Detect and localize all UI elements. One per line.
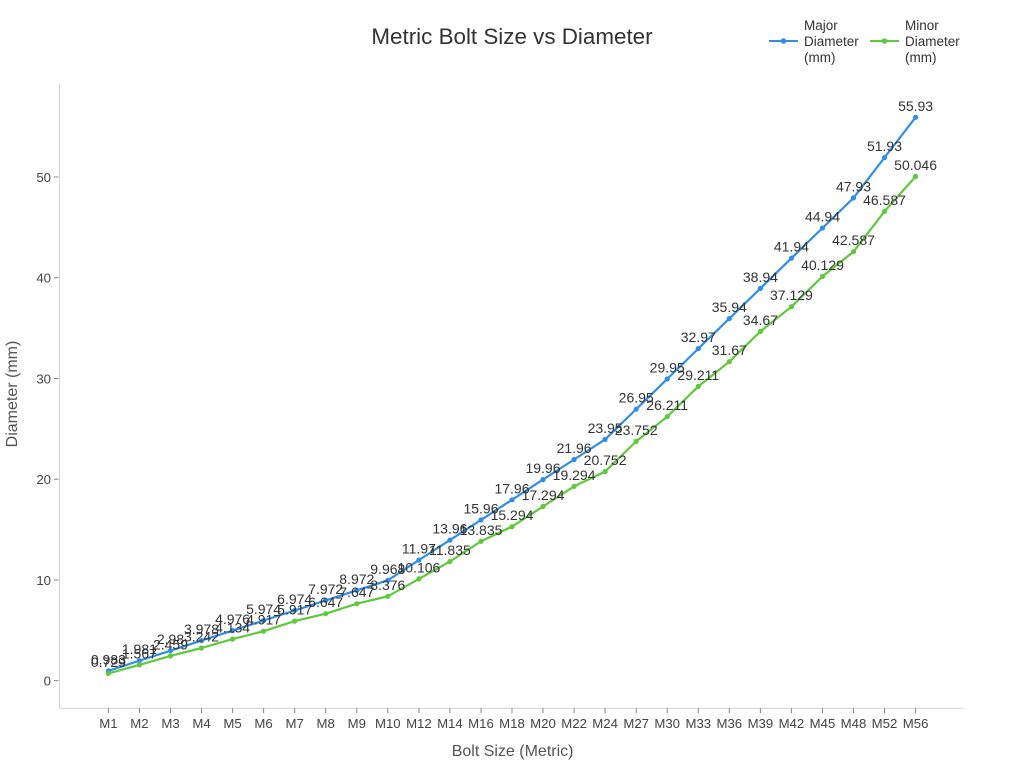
svg-text:8.376: 8.376 [370,577,405,593]
svg-text:2.459: 2.459 [153,636,188,652]
svg-text:11.835: 11.835 [429,542,471,558]
svg-text:23.95: 23.95 [588,420,623,436]
svg-text:19.294: 19.294 [553,467,596,483]
svg-text:29.95: 29.95 [650,360,685,376]
svg-text:51.93: 51.93 [867,138,902,154]
svg-text:10: 10 [36,573,51,588]
svg-text:31.67: 31.67 [712,342,747,358]
svg-text:9.968: 9.968 [370,561,405,577]
svg-text:6.974: 6.974 [277,591,312,607]
svg-text:20.752: 20.752 [584,452,627,468]
svg-text:Minor: Minor [905,18,939,33]
svg-text:M1: M1 [99,716,117,731]
svg-text:35.94: 35.94 [712,299,747,315]
svg-text:M56: M56 [903,716,929,731]
svg-text:M10: M10 [375,716,401,731]
svg-text:Bolt Size (Metric): Bolt Size (Metric) [452,743,574,760]
svg-text:(mm): (mm) [905,50,936,65]
svg-text:Diameter: Diameter [804,34,859,49]
svg-text:8.972: 8.972 [339,571,374,587]
svg-text:21.96: 21.96 [557,440,592,456]
svg-text:M6: M6 [254,716,272,731]
svg-text:Diameter (mm): Diameter (mm) [4,341,21,448]
svg-text:2.98: 2.98 [157,631,184,647]
svg-text:29.211: 29.211 [677,367,719,383]
svg-text:13.835: 13.835 [460,522,503,538]
svg-text:M52: M52 [872,716,898,731]
svg-text:M14: M14 [437,716,463,731]
svg-text:M18: M18 [499,716,525,731]
svg-text:34.67: 34.67 [743,312,778,328]
svg-text:32.97: 32.97 [681,329,716,345]
svg-text:4.917: 4.917 [246,612,281,628]
svg-text:4.976: 4.976 [215,611,250,627]
svg-text:M39: M39 [748,716,774,731]
svg-text:41.94: 41.94 [774,239,809,255]
svg-text:17.294: 17.294 [522,487,565,503]
svg-text:15.294: 15.294 [491,507,534,523]
svg-text:M3: M3 [161,716,179,731]
svg-text:Diameter: Diameter [905,34,960,49]
svg-text:5.917: 5.917 [277,602,312,618]
svg-text:M4: M4 [192,716,210,731]
svg-text:30: 30 [36,371,51,386]
svg-text:7.972: 7.972 [308,581,343,597]
svg-text:3.242: 3.242 [184,629,219,645]
svg-text:40.129: 40.129 [801,257,844,273]
svg-text:26.95: 26.95 [619,390,654,406]
svg-text:46.587: 46.587 [863,192,906,208]
svg-text:1.981: 1.981 [122,641,157,657]
svg-text:37.129: 37.129 [770,287,813,303]
svg-text:0: 0 [44,674,51,689]
svg-text:50.046: 50.046 [894,157,937,173]
svg-text:(mm): (mm) [804,50,835,65]
svg-text:55.93: 55.93 [898,98,933,114]
svg-text:M16: M16 [468,716,494,731]
svg-text:19.96: 19.96 [525,460,560,476]
svg-text:20: 20 [36,472,51,487]
svg-text:Metric Bolt Size vs Diameter: Metric Bolt Size vs Diameter [371,24,653,49]
svg-text:7.647: 7.647 [339,584,374,600]
svg-text:42.587: 42.587 [832,232,875,248]
svg-text:47.93: 47.93 [836,178,871,194]
svg-text:M9: M9 [348,716,366,731]
svg-text:26.211: 26.211 [646,397,688,413]
svg-text:M22: M22 [561,716,587,731]
svg-text:1.567: 1.567 [122,645,157,661]
svg-text:15.96: 15.96 [463,500,498,516]
svg-text:5.974: 5.974 [246,601,281,617]
svg-text:M27: M27 [623,716,649,731]
svg-text:11.97: 11.97 [402,541,436,557]
svg-text:M2: M2 [130,716,148,731]
svg-text:M5: M5 [223,716,241,731]
svg-text:23.752: 23.752 [615,422,658,438]
svg-text:M45: M45 [810,716,836,731]
svg-text:44.94: 44.94 [805,209,840,225]
svg-text:0.983: 0.983 [91,651,126,667]
svg-text:6.647: 6.647 [308,594,343,610]
svg-text:M24: M24 [592,716,618,731]
svg-text:17.96: 17.96 [494,480,529,496]
svg-text:M33: M33 [685,716,711,731]
svg-text:13.96: 13.96 [432,521,467,537]
svg-text:M30: M30 [654,716,680,731]
svg-text:M7: M7 [286,716,304,731]
svg-text:M48: M48 [841,716,867,731]
svg-text:M36: M36 [716,716,742,731]
svg-text:M8: M8 [317,716,335,731]
svg-text:M20: M20 [530,716,556,731]
svg-text:3.978: 3.978 [184,621,219,637]
svg-text:38.94: 38.94 [743,269,778,285]
svg-text:40: 40 [36,271,51,286]
svg-text:10.106: 10.106 [397,559,440,575]
svg-text:M12: M12 [406,716,432,731]
svg-text:0.729: 0.729 [91,654,126,670]
svg-text:4.134: 4.134 [215,620,250,636]
svg-text:M42: M42 [779,716,805,731]
svg-text:Major: Major [804,18,838,33]
svg-text:50: 50 [36,170,51,185]
